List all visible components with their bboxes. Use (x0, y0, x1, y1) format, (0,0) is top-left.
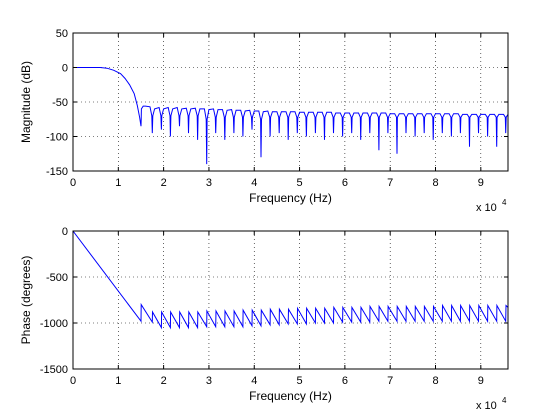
magnitude-x-tick-label: 3 (206, 177, 212, 189)
phase-y-tick-label: -1500 (40, 364, 68, 376)
magnitude-y-axis-label: Magnitude (dB) (19, 61, 33, 143)
magnitude-y-tick-label: 50 (56, 28, 68, 40)
magnitude-x-tick-label: 4 (251, 177, 257, 189)
phase-x-tick-label: 4 (251, 375, 257, 387)
magnitude-x-tick-label: 5 (297, 177, 303, 189)
phase-x-tick-label: 8 (432, 375, 438, 387)
magnitude-x-axis-label: Frequency (Hz) (249, 191, 332, 205)
phase-y-tick-label: -500 (46, 272, 68, 284)
magnitude-y-tick-label: -100 (46, 132, 68, 144)
phase-series-line (72, 230, 509, 330)
phase-x-multiplier-exponent: 4 (502, 396, 507, 405)
phase-x-multiplier: x 10 (476, 400, 497, 412)
magnitude-axes-box (72, 32, 509, 172)
phase-x-tick-label: 3 (206, 375, 212, 387)
magnitude-y-tick-label: -50 (52, 97, 68, 109)
phase-x-tick-label: 9 (478, 375, 484, 387)
magnitude-x-tick-label: 9 (478, 177, 484, 189)
phase-x-tick-label: 1 (115, 375, 121, 387)
magnitude-x-tick-label: 2 (161, 177, 167, 189)
magnitude-y-tick-label: -150 (46, 166, 68, 178)
phase-plot: 0 1 2 3 4 5 6 7 8 9 0 -500 -1000 -1500 Frequency (Hz) P… (19, 226, 509, 412)
magnitude-x-multiplier: x 10 (476, 202, 497, 214)
magnitude-plot: 0 1 2 3 4 5 6 7 8 9 50 0 -50 -100 -150 Frequency (Hz) Ma… (19, 28, 509, 214)
phase-y-axis-label: Phase (degrees) (19, 256, 33, 345)
phase-y-tick-label: -1000 (40, 318, 68, 330)
phase-x-axis-label: Frequency (Hz) (249, 389, 332, 403)
phase-axes-box (72, 230, 509, 370)
phase-x-tick-label: 7 (387, 375, 393, 387)
magnitude-y-tick-label: 0 (62, 63, 68, 75)
magnitude-x-tick-label: 8 (432, 177, 438, 189)
magnitude-x-tick-label: 0 (70, 177, 76, 189)
phase-x-tick-label: 2 (161, 375, 167, 387)
magnitude-x-tick-label: 6 (342, 177, 348, 189)
magnitude-x-tick-label: 1 (115, 177, 121, 189)
magnitude-series-line (73, 67, 509, 165)
phase-x-tick-label: 0 (70, 375, 76, 387)
magnitude-x-tick-label: 7 (387, 177, 393, 189)
phase-x-tick-label: 6 (342, 375, 348, 387)
magnitude-x-multiplier-exponent: 4 (502, 198, 507, 207)
phase-x-tick-label: 5 (297, 375, 303, 387)
phase-y-tick-label: 0 (62, 226, 68, 238)
